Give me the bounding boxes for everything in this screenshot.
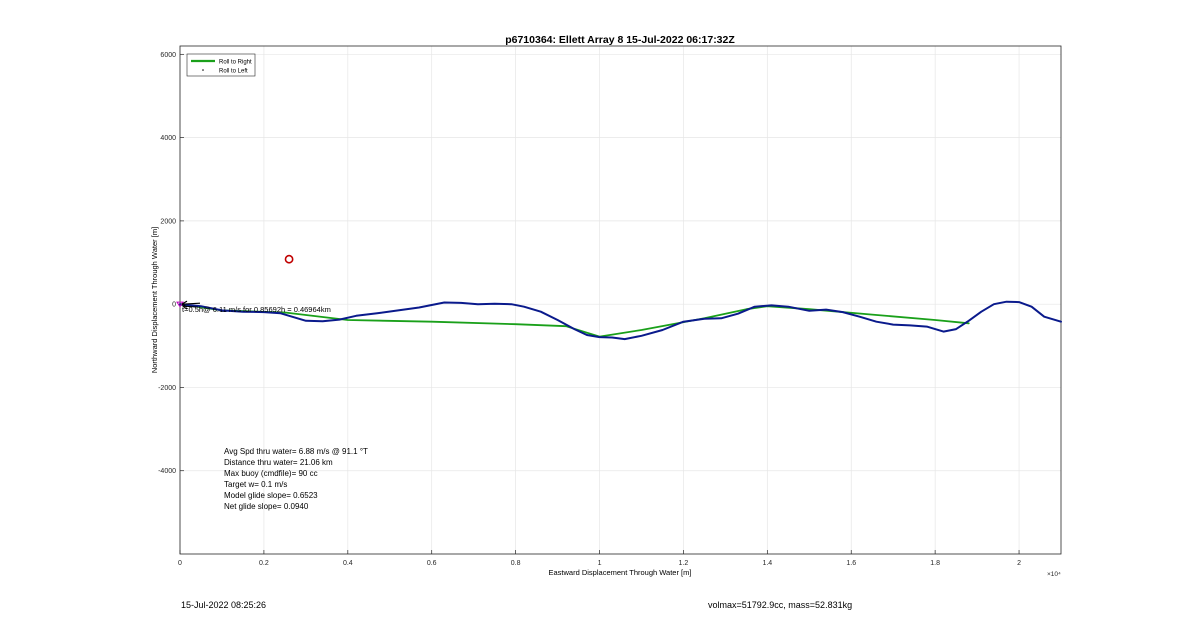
target-circle-marker (284, 254, 294, 264)
legend-label-roll-left: Roll to Left (219, 69, 248, 75)
stats-line-target-w: Target w= 0.1 m/s (224, 480, 287, 489)
x-tick-label: 0.8 (511, 560, 521, 567)
start-arrow (181, 305, 199, 310)
footer-timestamp: 15-Jul-2022 08:25:26 (181, 600, 267, 610)
x-tick-label: 0.2 (259, 560, 269, 567)
y-axis-label: Northward Displacement Through Water [m] (150, 227, 159, 373)
stats-line-max-buoy: Max buoy (cmdfile)= 90 cc (224, 469, 318, 478)
start-annotation: t=0.5h@ 6.11 m/s for 0.85692h = 0.46964k… (182, 305, 331, 314)
series-line-track (179, 300, 1062, 341)
x-tick-label: 1 (598, 560, 602, 567)
stats-line-avg-speed: Avg Spd thru water= 6.88 m/s @ 91.1 °T (224, 447, 368, 456)
tick-layer: 0 0.2 0.4 0.6 0.8 1 1.2 1.4 1.6 1.8 2 -4000 -2000 0 20… (158, 52, 1021, 567)
y-tick-label: -2000 (158, 385, 176, 392)
y-tick-label: 2000 (160, 218, 176, 225)
x-axis-label: Eastward Displacement Through Water [m] (549, 568, 692, 577)
axes-box (179, 45, 1062, 555)
y-tick-label: 0 (172, 302, 176, 309)
x-tick-label: 0 (178, 560, 182, 567)
x-tick-label: 1.6 (846, 560, 856, 567)
x-tick-label: 2 (1017, 560, 1021, 567)
legend-label-roll-right: Roll to Right (219, 60, 252, 66)
legend: Roll to Right Roll to Left (186, 53, 256, 77)
stats-line-net-glide: Net glide slope= 0.0940 (224, 502, 309, 511)
stats-line-distance: Distance thru water= 21.06 km (224, 458, 333, 467)
stats-line-model-glide: Model glide slope= 0.6523 (224, 491, 318, 500)
x-tick-label: 0.6 (427, 560, 437, 567)
x-tick-label: 1.4 (762, 560, 772, 567)
marker-layer: t=0.5h@ 6.11 m/s for 0.85692h = 0.46964k… (176, 254, 331, 314)
y-tick-label: 6000 (160, 52, 176, 59)
start-triangle-marker (176, 301, 184, 308)
x-axis-exponent: ×10⁴ (1047, 571, 1061, 578)
grid-layer (179, 46, 1061, 554)
y-tick-label: 4000 (160, 135, 176, 142)
x-tick-label: 0.4 (343, 560, 353, 567)
y-tick-label: -4000 (158, 468, 176, 475)
stats-block: Avg Spd thru water= 6.88 m/s @ 91.1 °T D… (224, 447, 368, 511)
series-layer (179, 300, 1062, 341)
x-tick-label: 1.8 (930, 560, 940, 567)
footer-volume-mass: volmax=51792.9cc, mass=52.831kg (708, 600, 853, 610)
legend-marker-roll-left (202, 69, 204, 71)
chart-title: p6710364: Ellett Array 8 15-Jul-2022 06:… (505, 34, 735, 46)
x-tick-label: 1.2 (679, 560, 689, 567)
legend-box (186, 53, 256, 77)
